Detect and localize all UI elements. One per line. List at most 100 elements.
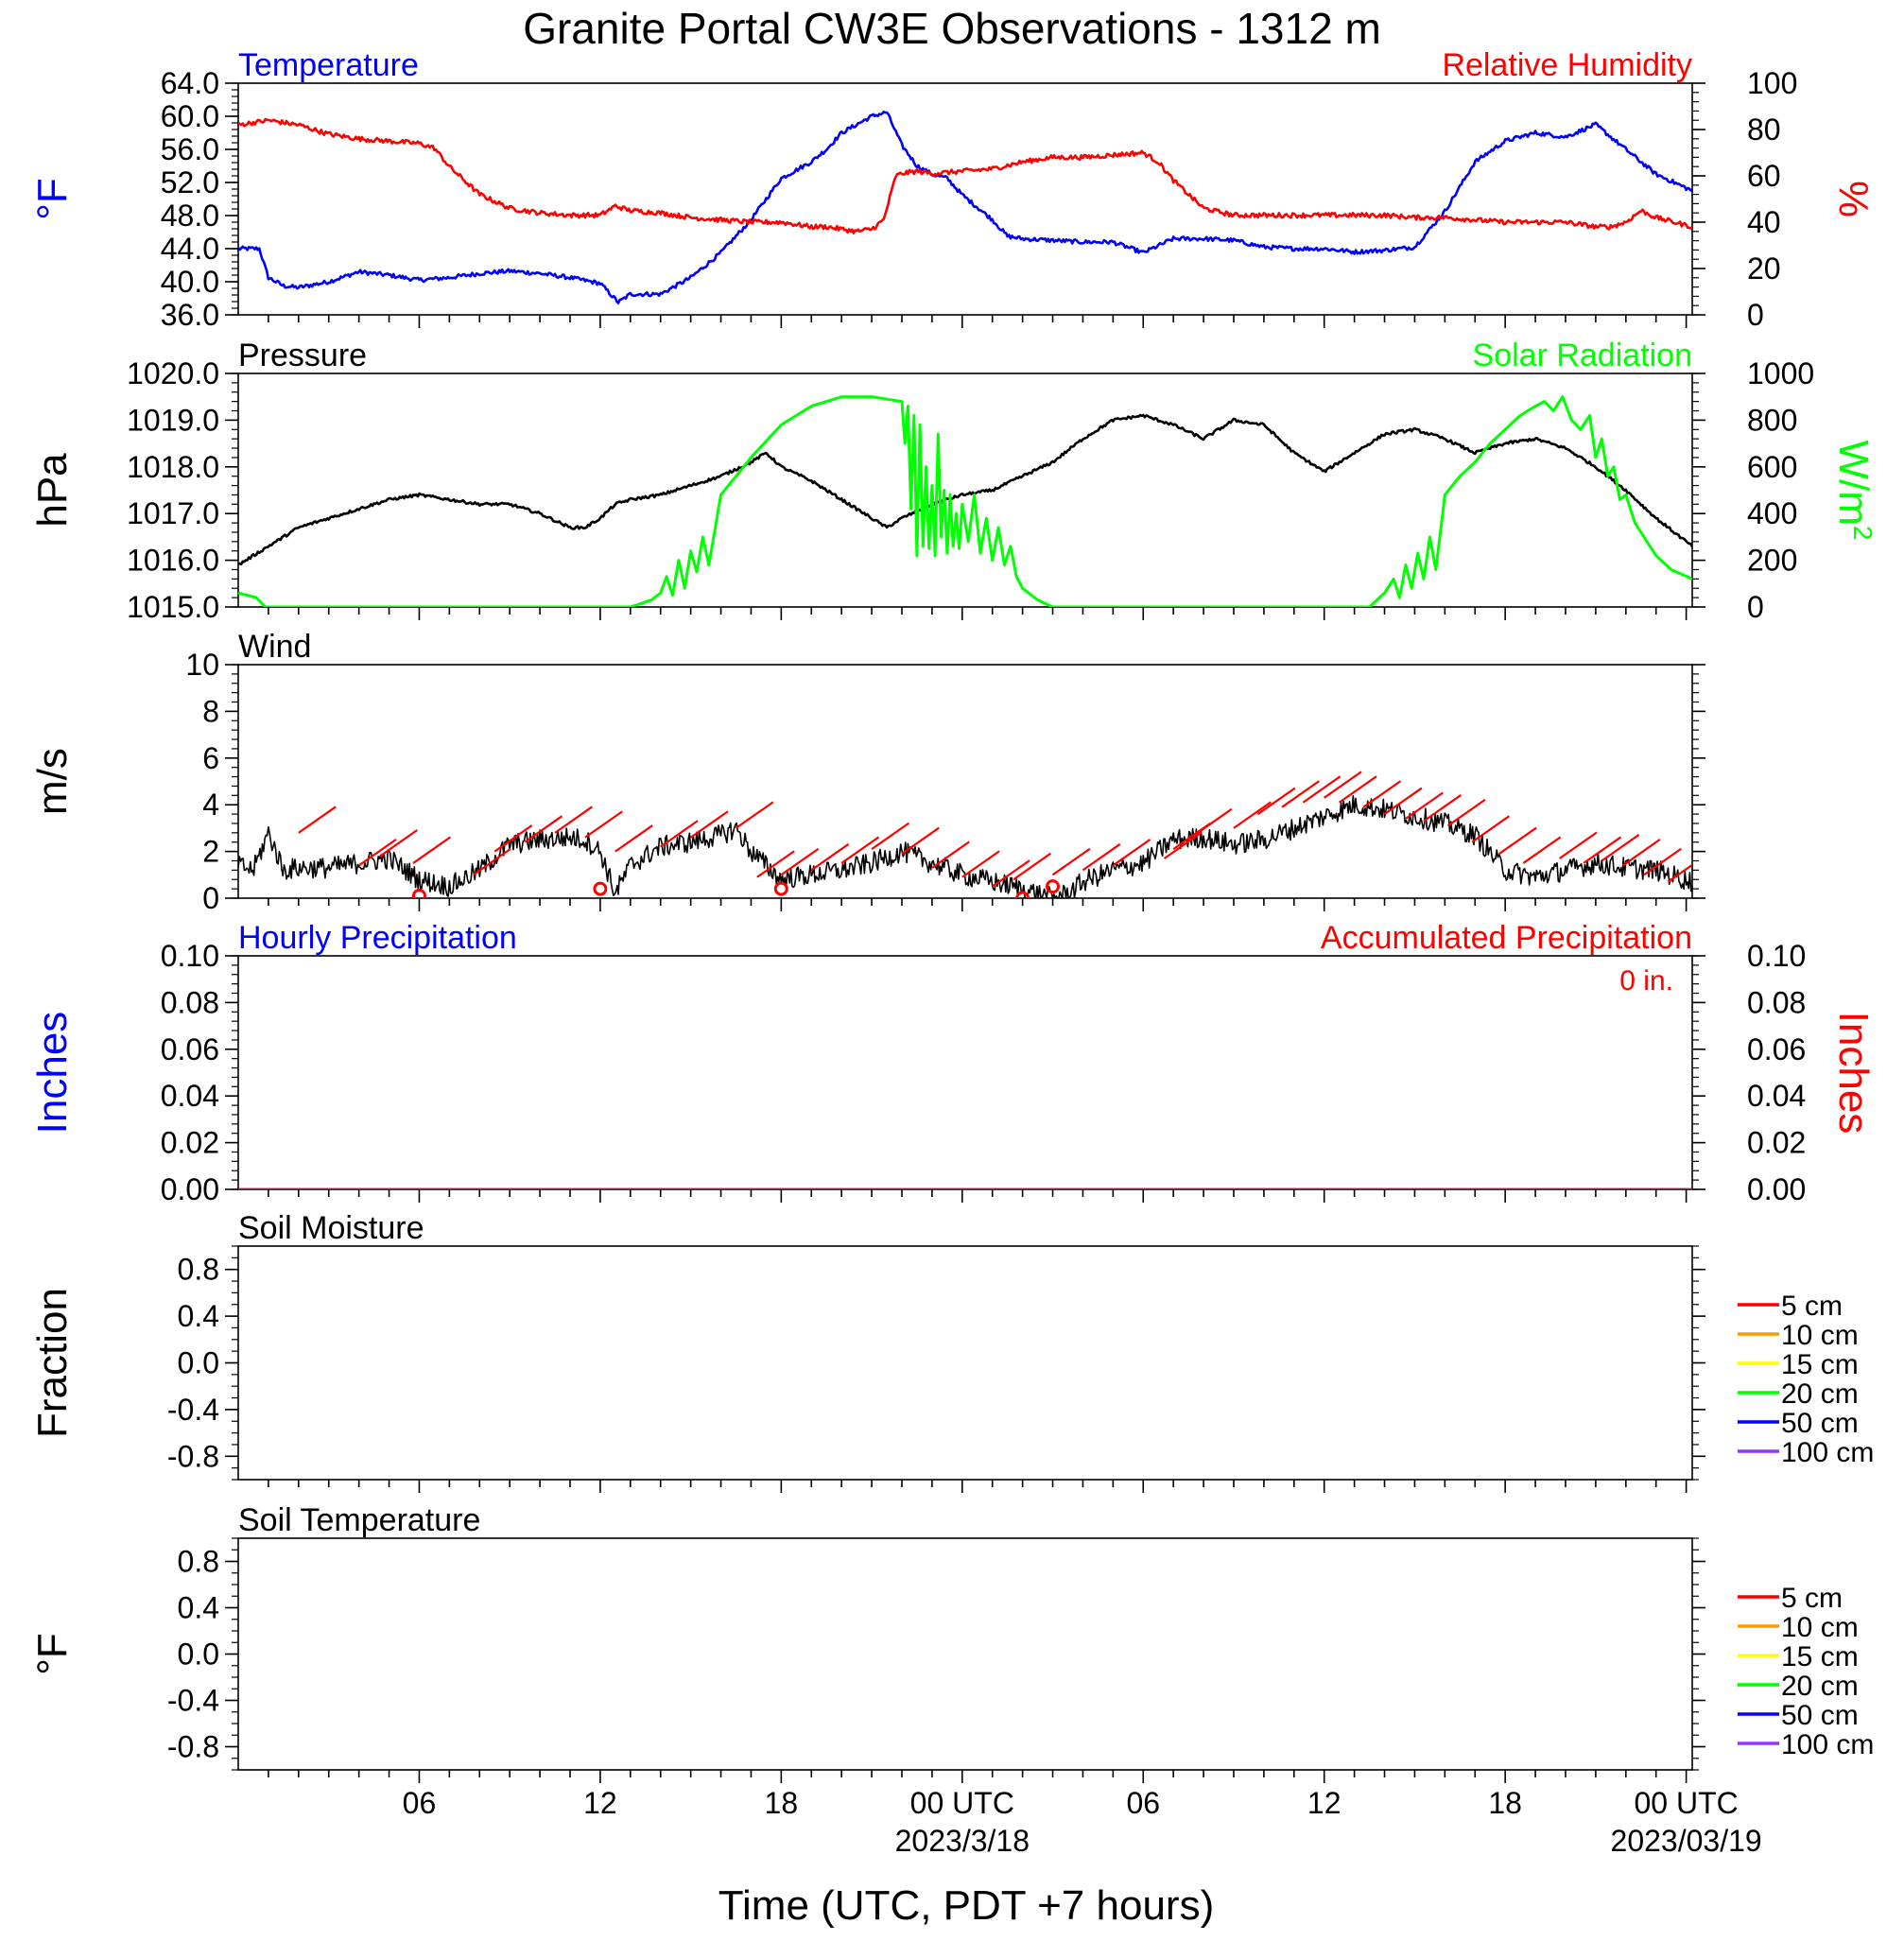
- wind-barb: [1362, 780, 1402, 808]
- wind-barb: [901, 826, 940, 855]
- x-tick-label: 00 UTC: [910, 1786, 1014, 1820]
- y-left-tick-label: 6: [202, 741, 219, 775]
- y-right-tick-label: 400: [1747, 496, 1797, 530]
- calm-wind-marker: [1046, 879, 1061, 894]
- y-right-tick-label: 200: [1747, 544, 1797, 578]
- plot-data: [238, 395, 1692, 607]
- legend-label: 5 cm: [1781, 1291, 1843, 1322]
- y-left-tick-label: 64.0: [161, 66, 219, 100]
- wind-barb: [1163, 831, 1203, 859]
- panel-wind: 0 2 4 6 8 10 Wind m/s: [29, 629, 1705, 915]
- y-right-tick-label: 0.06: [1747, 1032, 1806, 1066]
- wind-barb: [1051, 847, 1091, 876]
- y-left-tick-label: 36.0: [161, 298, 219, 332]
- y-left-tick-label: 40.0: [161, 265, 219, 299]
- y-right-tick-label: 20: [1747, 251, 1781, 286]
- y-right-tick-label: 80: [1747, 113, 1781, 147]
- panel-title-left: Pressure: [238, 338, 367, 373]
- x-tick-label: 12: [1307, 1786, 1341, 1820]
- y-left-tick-label: 0.04: [161, 1079, 219, 1113]
- panel-title-right: Relative Humidity: [1442, 47, 1692, 83]
- y-axis-title-left: hPa: [29, 453, 76, 528]
- calm-wind-marker: [411, 889, 426, 898]
- wind-barb: [412, 836, 452, 864]
- plot-frame: [237, 373, 1693, 608]
- legend-label: 50 cm: [1781, 1408, 1859, 1439]
- x-axis-title: Time (UTC, PDT +7 hours): [718, 1882, 1214, 1929]
- wind-barb: [1643, 847, 1682, 876]
- panel-soil_moisture: -0.8 -0.4 0.0 0.4 0.8 Soil Moisture Fraction 5 …: [29, 1210, 1874, 1493]
- y-axis-title-left: Fraction: [29, 1288, 76, 1438]
- wind-barb: [298, 806, 337, 834]
- wind-barb: [1667, 863, 1692, 883]
- wind-barb: [1383, 787, 1423, 815]
- y-left-tick-label: 56.0: [161, 132, 219, 166]
- y-right-tick-label: 0: [1747, 590, 1764, 624]
- wind-barb: [1013, 852, 1052, 881]
- y-left-tick-label: 0.08: [161, 985, 219, 1019]
- y-left-tick-label: 1019.0: [127, 403, 219, 437]
- x-tick-label: 06: [403, 1786, 437, 1820]
- wind-barb: [584, 810, 623, 839]
- accumulated-total-note: 0 in.: [1619, 965, 1673, 996]
- figure-title: Granite Portal CW3E Observations - 1312 …: [523, 4, 1381, 53]
- plot-data: [238, 771, 1692, 898]
- legend-label: 15 cm: [1781, 1349, 1859, 1380]
- panel-title-left: Hourly Precipitation: [238, 920, 517, 956]
- panel-title-left: Soil Moisture: [238, 1210, 424, 1246]
- wind-barb: [780, 847, 820, 876]
- wind-barb: [614, 824, 653, 853]
- y-axis-title-right: W/m2: [1830, 441, 1878, 541]
- plot-frame: [237, 1245, 1693, 1481]
- wind-barb: [1423, 794, 1462, 823]
- y-left-tick-label: 1015.0: [127, 590, 219, 624]
- wind-barb: [1324, 771, 1362, 799]
- legend-label: 100 cm: [1781, 1437, 1874, 1468]
- plot-frame: [237, 82, 1693, 316]
- wind-barb: [961, 850, 1000, 878]
- y-axis-title-left: Inches: [29, 1012, 76, 1135]
- wind-barb: [1082, 842, 1121, 872]
- y-left-tick-label: 52.0: [161, 165, 219, 199]
- wind-barb: [871, 822, 910, 851]
- y-left-tick-label: 0.02: [161, 1126, 219, 1160]
- wind-barb: [1601, 834, 1640, 862]
- y-left-tick-label: 0.0: [178, 1638, 219, 1672]
- wind-barb: [756, 850, 795, 878]
- wind-barb: [1281, 780, 1320, 808]
- wind-barb: [1256, 787, 1296, 815]
- y-right-tick-label: 0.08: [1747, 985, 1806, 1019]
- wind-barb: [1112, 838, 1151, 867]
- panel-title-right: Solar Radiation: [1473, 338, 1692, 373]
- calm-wind-marker: [773, 881, 788, 896]
- wind-barb: [493, 824, 533, 853]
- wind-barb: [1193, 807, 1233, 837]
- y-left-tick-label: 1017.0: [127, 496, 219, 530]
- y-right-tick-label: 800: [1747, 403, 1797, 437]
- panels: 36.040.044.048.052.056.060.064.002040608…: [29, 47, 1878, 1783]
- wind-barb: [735, 801, 774, 829]
- wind-barb: [473, 847, 511, 876]
- y-left-tick-label: 0.0: [178, 1346, 219, 1380]
- y-right-tick-label: 40: [1747, 205, 1781, 239]
- x-tick-date-label: 2023/03/19: [1611, 1824, 1762, 1858]
- plot-data: [238, 110, 1692, 304]
- y-right-tick-label: 1000: [1747, 356, 1814, 390]
- y-left-tick-label: 0.8: [178, 1545, 219, 1579]
- x-tick-label: 18: [1488, 1786, 1522, 1820]
- y-left-tick-label: -0.4: [167, 1393, 219, 1427]
- y-left-tick-label: 48.0: [161, 199, 219, 233]
- x-tick-date-label: 2023/3/18: [895, 1824, 1030, 1858]
- plot-frame: [237, 664, 1693, 899]
- y-left-tick-label: 0.4: [178, 1591, 219, 1625]
- legend-label: 100 cm: [1781, 1729, 1874, 1760]
- wind-barb: [1405, 791, 1444, 820]
- wind-barb: [1233, 801, 1272, 829]
- wind-barb: [840, 836, 880, 864]
- legend-label: 20 cm: [1781, 1671, 1859, 1702]
- legend-label: 20 cm: [1781, 1378, 1859, 1410]
- y-left-tick-label: 4: [202, 788, 219, 822]
- y-left-tick-label: -0.8: [167, 1439, 219, 1473]
